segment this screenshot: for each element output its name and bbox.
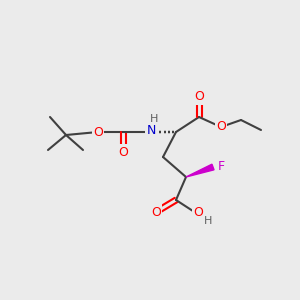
Polygon shape [186,164,214,177]
Text: F: F [218,160,225,173]
Text: O: O [118,146,128,158]
Text: H: H [150,114,158,124]
Text: N: N [146,124,156,137]
Text: O: O [193,206,203,220]
Text: O: O [151,206,161,218]
Text: H: H [204,216,212,226]
Text: O: O [93,125,103,139]
Text: O: O [216,121,226,134]
Text: O: O [194,91,204,103]
